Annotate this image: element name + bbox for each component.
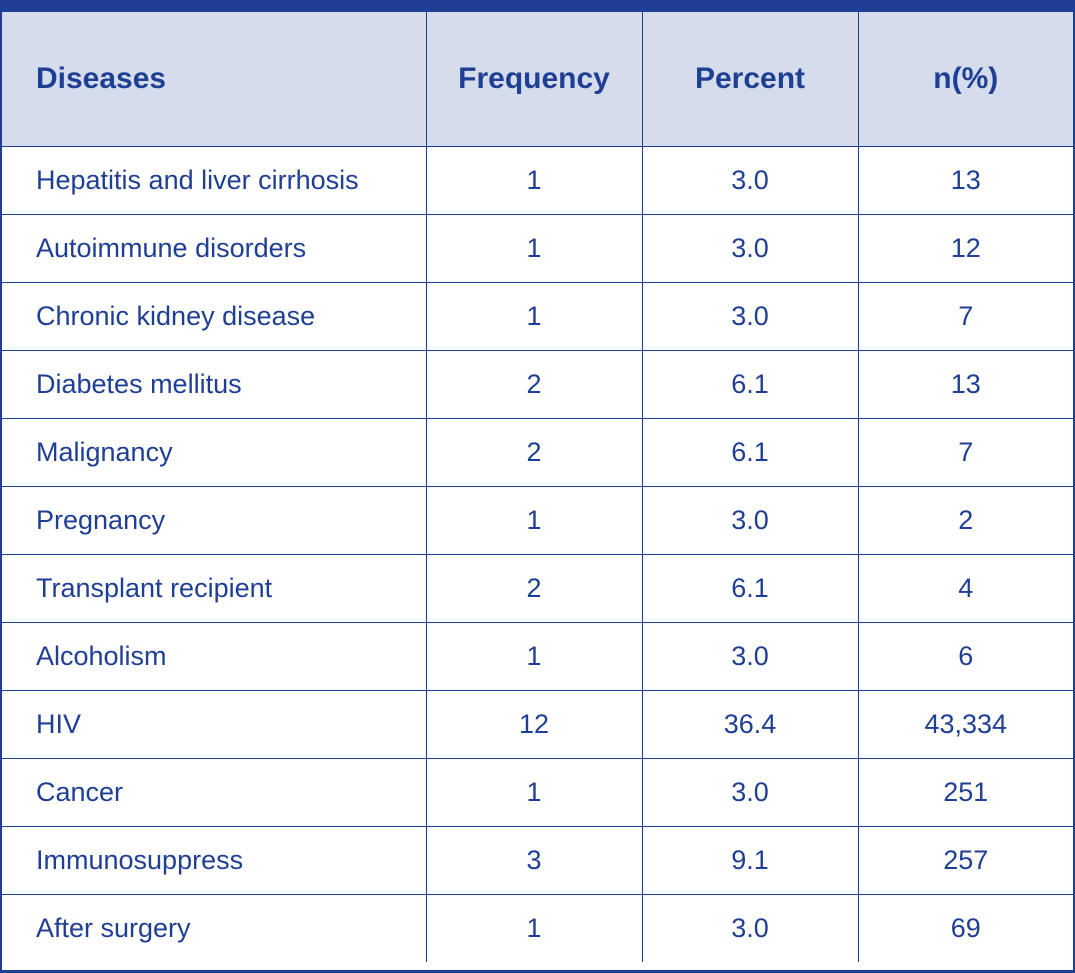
cell-disease: After surgery (2, 894, 427, 962)
cell-n: 257 (857, 826, 1073, 895)
table-row: Autoimmune disorders 1 3.0 12 (2, 214, 1073, 283)
cell-n: 12 (857, 214, 1073, 283)
cell-disease: Malignancy (2, 418, 427, 487)
header-row: Diseases Frequency Percent n(%) (2, 12, 1073, 147)
table-row: Chronic kidney disease 1 3.0 7 (2, 282, 1073, 351)
cell-percent: 6.1 (641, 418, 859, 487)
diseases-table: Diseases Frequency Percent n(%) Hepatiti… (2, 12, 1073, 962)
table-row: Hepatitis and liver cirrhosis 1 3.0 13 (2, 146, 1073, 215)
cell-percent: 3.0 (641, 622, 859, 691)
table-row: Transplant recipient 2 6.1 4 (2, 554, 1073, 623)
cell-percent: 6.1 (641, 554, 859, 623)
header-frequency: Frequency (425, 12, 643, 147)
cell-disease: Diabetes mellitus (2, 350, 427, 419)
cell-disease: Cancer (2, 758, 427, 827)
cell-frequency: 1 (425, 894, 643, 962)
cell-n: 2 (857, 486, 1073, 555)
table-row: HIV 12 36.4 43,334 (2, 690, 1073, 759)
table-row: Alcoholism 1 3.0 6 (2, 622, 1073, 691)
cell-frequency: 1 (425, 282, 643, 351)
cell-n: 69 (857, 894, 1073, 962)
cell-n: 251 (857, 758, 1073, 827)
cell-frequency: 2 (425, 554, 643, 623)
table-row: Cancer 1 3.0 251 (2, 758, 1073, 827)
cell-percent: 3.0 (641, 486, 859, 555)
table-row: Pregnancy 1 3.0 2 (2, 486, 1073, 555)
cell-disease: Chronic kidney disease (2, 282, 427, 351)
cell-frequency: 2 (425, 418, 643, 487)
cell-disease: Immunosuppress (2, 826, 427, 895)
cell-frequency: 1 (425, 758, 643, 827)
cell-percent: 3.0 (641, 282, 859, 351)
cell-frequency: 1 (425, 622, 643, 691)
cell-disease: Pregnancy (2, 486, 427, 555)
cell-n: 7 (857, 418, 1073, 487)
table-row: Diabetes mellitus 2 6.1 13 (2, 350, 1073, 419)
cell-disease: Transplant recipient (2, 554, 427, 623)
cell-frequency: 3 (425, 826, 643, 895)
cell-disease: Alcoholism (2, 622, 427, 691)
cell-n: 43,334 (857, 690, 1073, 759)
cell-percent: 9.1 (641, 826, 859, 895)
cell-frequency: 1 (425, 214, 643, 283)
cell-n: 7 (857, 282, 1073, 351)
cell-disease: Autoimmune disorders (2, 214, 427, 283)
cell-frequency: 12 (425, 690, 643, 759)
cell-frequency: 2 (425, 350, 643, 419)
cell-percent: 3.0 (641, 214, 859, 283)
cell-n: 4 (857, 554, 1073, 623)
table-row: After surgery 1 3.0 69 (2, 894, 1073, 962)
cell-frequency: 1 (425, 146, 643, 215)
cell-percent: 6.1 (641, 350, 859, 419)
header-percent: Percent (641, 12, 859, 147)
table-header: Diseases Frequency Percent n(%) (2, 12, 1073, 147)
cell-n: 13 (857, 146, 1073, 215)
header-n-percent: n(%) (857, 12, 1073, 147)
table-body: Hepatitis and liver cirrhosis 1 3.0 13 Autoi… (2, 146, 1073, 962)
cell-n: 13 (857, 350, 1073, 419)
cell-percent: 36.4 (641, 690, 859, 759)
cell-disease: HIV (2, 690, 427, 759)
table-row: Immunosuppress 3 9.1 257 (2, 826, 1073, 895)
header-diseases: Diseases (2, 12, 427, 147)
cell-n: 6 (857, 622, 1073, 691)
table-row: Malignancy 2 6.1 7 (2, 418, 1073, 487)
cell-percent: 3.0 (641, 894, 859, 962)
cell-percent: 3.0 (641, 146, 859, 215)
cell-percent: 3.0 (641, 758, 859, 827)
cell-frequency: 1 (425, 486, 643, 555)
cell-disease: Hepatitis and liver cirrhosis (2, 146, 427, 215)
